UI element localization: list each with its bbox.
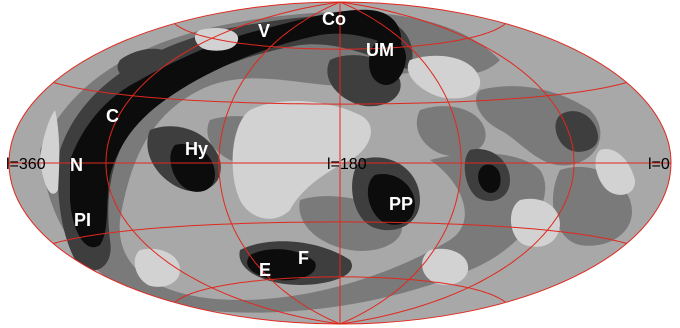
intensity-layers [40,9,636,313]
grid-parallel [53,221,627,244]
region-label-um: UM [366,40,394,60]
intensity-level-light [40,28,636,287]
coordinate-grid [8,1,672,325]
region-label-hy: Hy [185,139,208,159]
region-label-co: Co [322,9,346,29]
longitude-label-0: l=0 [648,156,670,173]
grid-parallel [174,276,506,303]
intensity-level-black [70,9,501,281]
grid-parallel [53,82,627,105]
region-label-pi: PI [74,210,91,230]
grid-parallel [174,23,506,50]
region-label-e: E [259,260,271,280]
region-label-f: F [298,248,309,268]
longitude-label-360: l=360 [6,156,46,173]
region-label-pp: PP [389,194,413,214]
longitude-label-180: l=180 [327,156,367,173]
region-label-n: N [70,155,83,175]
region-label-c: C [106,106,119,126]
region-label-v: V [258,21,270,41]
